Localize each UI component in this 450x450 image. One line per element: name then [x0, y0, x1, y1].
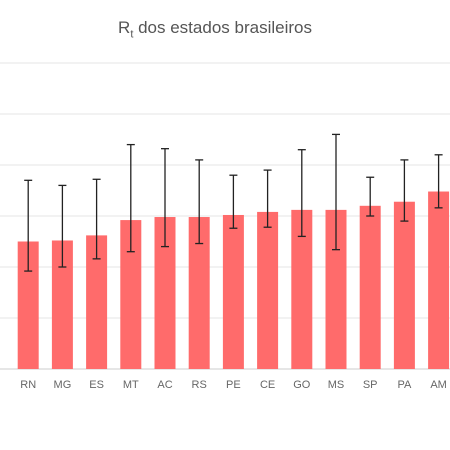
x-tick-label: RN — [20, 379, 36, 391]
error-bar-rn — [24, 179, 33, 272]
x-tick-label: AM — [430, 379, 447, 391]
bar-mt[interactable] — [120, 220, 142, 369]
chart-title-subscript: t — [130, 28, 134, 41]
x-tick-label: RS — [192, 379, 207, 391]
x-tick-label: ES — [89, 379, 104, 391]
error-bar-mg — [58, 184, 67, 268]
error-bar-go — [297, 149, 306, 238]
x-tick-label: MS — [328, 379, 345, 391]
bar-pe[interactable] — [222, 214, 244, 369]
error-bar-ms — [332, 133, 340, 251]
bars — [17, 191, 450, 370]
bar-ce[interactable] — [257, 211, 279, 369]
bar-sp[interactable] — [359, 205, 381, 369]
error-bar-ce — [263, 169, 272, 228]
bar-am[interactable] — [428, 191, 450, 369]
error-bar-es — [92, 178, 101, 260]
error-bar-pe — [229, 174, 238, 229]
bar-mg[interactable] — [51, 240, 73, 369]
bar-go[interactable] — [291, 209, 313, 369]
x-tick-label: MG — [54, 379, 72, 391]
bar-pa[interactable] — [393, 201, 415, 369]
error-bar-rs — [195, 159, 204, 245]
x-tick-label: MT — [123, 379, 139, 391]
chart-title: Rt dos estados brasileiros — [0, 18, 430, 40]
bar-ac[interactable] — [154, 217, 176, 369]
error-bar-sp — [366, 176, 375, 217]
bar-es[interactable] — [86, 235, 108, 369]
x-tick-label: SP — [363, 379, 378, 391]
chart-title-rest: dos estados brasileiros — [133, 18, 312, 37]
x-axis-labels: RNMGESMTACRSPECEGOMSSPPAAMSE — [20, 379, 447, 391]
error-bar-am — [434, 154, 443, 209]
bar-rn[interactable] — [17, 241, 39, 370]
error-bars — [24, 133, 443, 272]
error-bar-mt — [126, 143, 135, 253]
x-tick-label: PE — [226, 379, 241, 391]
x-tick-label: AC — [157, 379, 172, 391]
x-tick-label: PA — [397, 379, 412, 391]
bar-ms[interactable] — [325, 209, 347, 369]
bar-rs[interactable] — [188, 217, 210, 369]
x-tick-label: CE — [260, 379, 275, 391]
error-bar-ac — [161, 148, 169, 248]
x-tick-label: GO — [293, 379, 311, 391]
error-bar-pa — [400, 159, 409, 222]
chart-title-main: R — [118, 18, 131, 37]
